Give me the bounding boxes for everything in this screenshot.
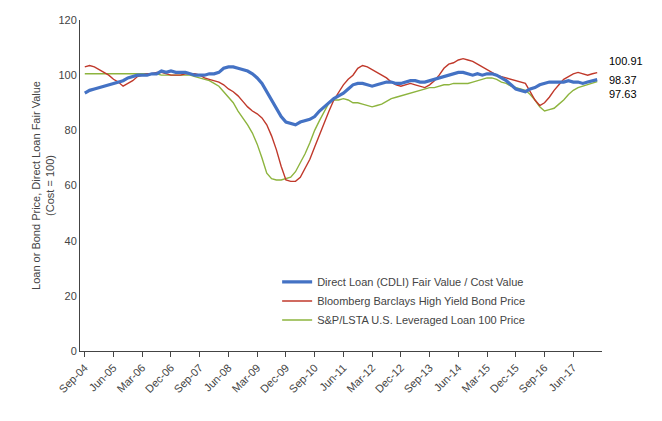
- svg-text:Jun-08: Jun-08: [201, 362, 233, 394]
- svg-text:Mar-09: Mar-09: [229, 362, 262, 395]
- svg-text:100.91: 100.91: [609, 55, 643, 67]
- svg-text:Sep-13: Sep-13: [401, 362, 435, 396]
- svg-text:Jun-11: Jun-11: [317, 362, 349, 394]
- svg-text:0: 0: [71, 345, 77, 357]
- svg-text:60: 60: [65, 179, 77, 191]
- svg-text:S&P/LSTA U.S. Leveraged Loan 1: S&P/LSTA U.S. Leveraged Loan 100 Price: [317, 314, 525, 326]
- svg-text:Bloomberg Barclays High Yield: Bloomberg Barclays High Yield Bond Price: [317, 295, 525, 307]
- svg-text:100: 100: [58, 69, 76, 81]
- svg-text:80: 80: [65, 124, 77, 136]
- svg-text:Dec-09: Dec-09: [258, 362, 292, 396]
- svg-text:Mar-06: Mar-06: [114, 362, 147, 395]
- svg-text:Sep-10: Sep-10: [286, 362, 320, 396]
- svg-text:40: 40: [65, 235, 77, 247]
- svg-text:Direct Loan (CDLI) Fair Value: Direct Loan (CDLI) Fair Value / Cost Val…: [317, 276, 523, 288]
- svg-text:20: 20: [65, 290, 77, 302]
- svg-text:Jun-14: Jun-14: [431, 362, 463, 394]
- svg-text:Loan or Bond Price, Direct Loa: Loan or Bond Price, Direct Loan Fair Val…: [30, 81, 56, 290]
- svg-text:Dec-15: Dec-15: [488, 362, 522, 396]
- svg-text:120: 120: [58, 14, 76, 26]
- svg-text:98.37: 98.37: [609, 74, 637, 86]
- svg-text:Jun-17: Jun-17: [546, 362, 578, 394]
- svg-text:Mar-12: Mar-12: [344, 362, 377, 395]
- svg-text:Dec-12: Dec-12: [373, 362, 407, 396]
- svg-text:Dec-06: Dec-06: [143, 362, 177, 396]
- svg-text:Jun-05: Jun-05: [87, 362, 119, 394]
- svg-text:Sep-16: Sep-16: [516, 362, 550, 396]
- svg-text:97.63: 97.63: [609, 88, 637, 100]
- svg-text:Sep-04: Sep-04: [57, 362, 91, 396]
- svg-text:Sep-07: Sep-07: [171, 362, 205, 396]
- svg-text:Mar-15: Mar-15: [459, 362, 492, 395]
